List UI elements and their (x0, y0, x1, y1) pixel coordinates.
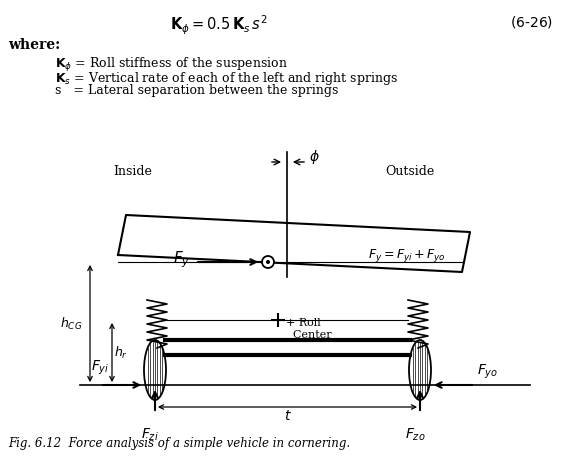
Text: $F_{zo}$: $F_{zo}$ (405, 427, 425, 443)
Text: $h_{CG}$: $h_{CG}$ (60, 316, 83, 332)
Text: Inside: Inside (113, 165, 152, 178)
Text: $h_r$: $h_r$ (114, 344, 128, 360)
Text: $(6\text{-}26)$: $(6\text{-}26)$ (510, 14, 553, 30)
Text: Outside: Outside (385, 165, 434, 178)
Circle shape (266, 260, 270, 264)
Text: where:: where: (8, 38, 60, 52)
Text: s   = Lateral separation between the springs: s = Lateral separation between the sprin… (55, 84, 339, 97)
Text: $F_{yo}$: $F_{yo}$ (477, 363, 499, 382)
Text: $F_{yi}$: $F_{yi}$ (91, 359, 109, 377)
Text: $\phi$: $\phi$ (309, 148, 320, 166)
Text: $F_y$: $F_y$ (173, 250, 190, 270)
Text: $\mathbf{K}_\phi = 0.5\,\mathbf{K}_s\,s^2$: $\mathbf{K}_\phi = 0.5\,\mathbf{K}_s\,s^… (170, 14, 268, 37)
Text: $F_{zi}$: $F_{zi}$ (141, 427, 159, 443)
Text: $t$: $t$ (284, 409, 292, 423)
Text: $\mathbf{K}_s$ = Vertical rate of each of the left and right springs: $\mathbf{K}_s$ = Vertical rate of each o… (55, 70, 398, 87)
Circle shape (262, 256, 274, 268)
Text: Fig. 6.12  Force analysis of a simple vehicle in cornering.: Fig. 6.12 Force analysis of a simple veh… (8, 437, 350, 450)
Text: + Roll
  Center: + Roll Center (285, 318, 331, 339)
Text: $F_y = F_{yi} + F_{yo}$: $F_y = F_{yi} + F_{yo}$ (368, 247, 446, 264)
Text: $\mathbf{K}_\phi$ = Roll stiffness of the suspension: $\mathbf{K}_\phi$ = Roll stiffness of th… (55, 56, 288, 74)
